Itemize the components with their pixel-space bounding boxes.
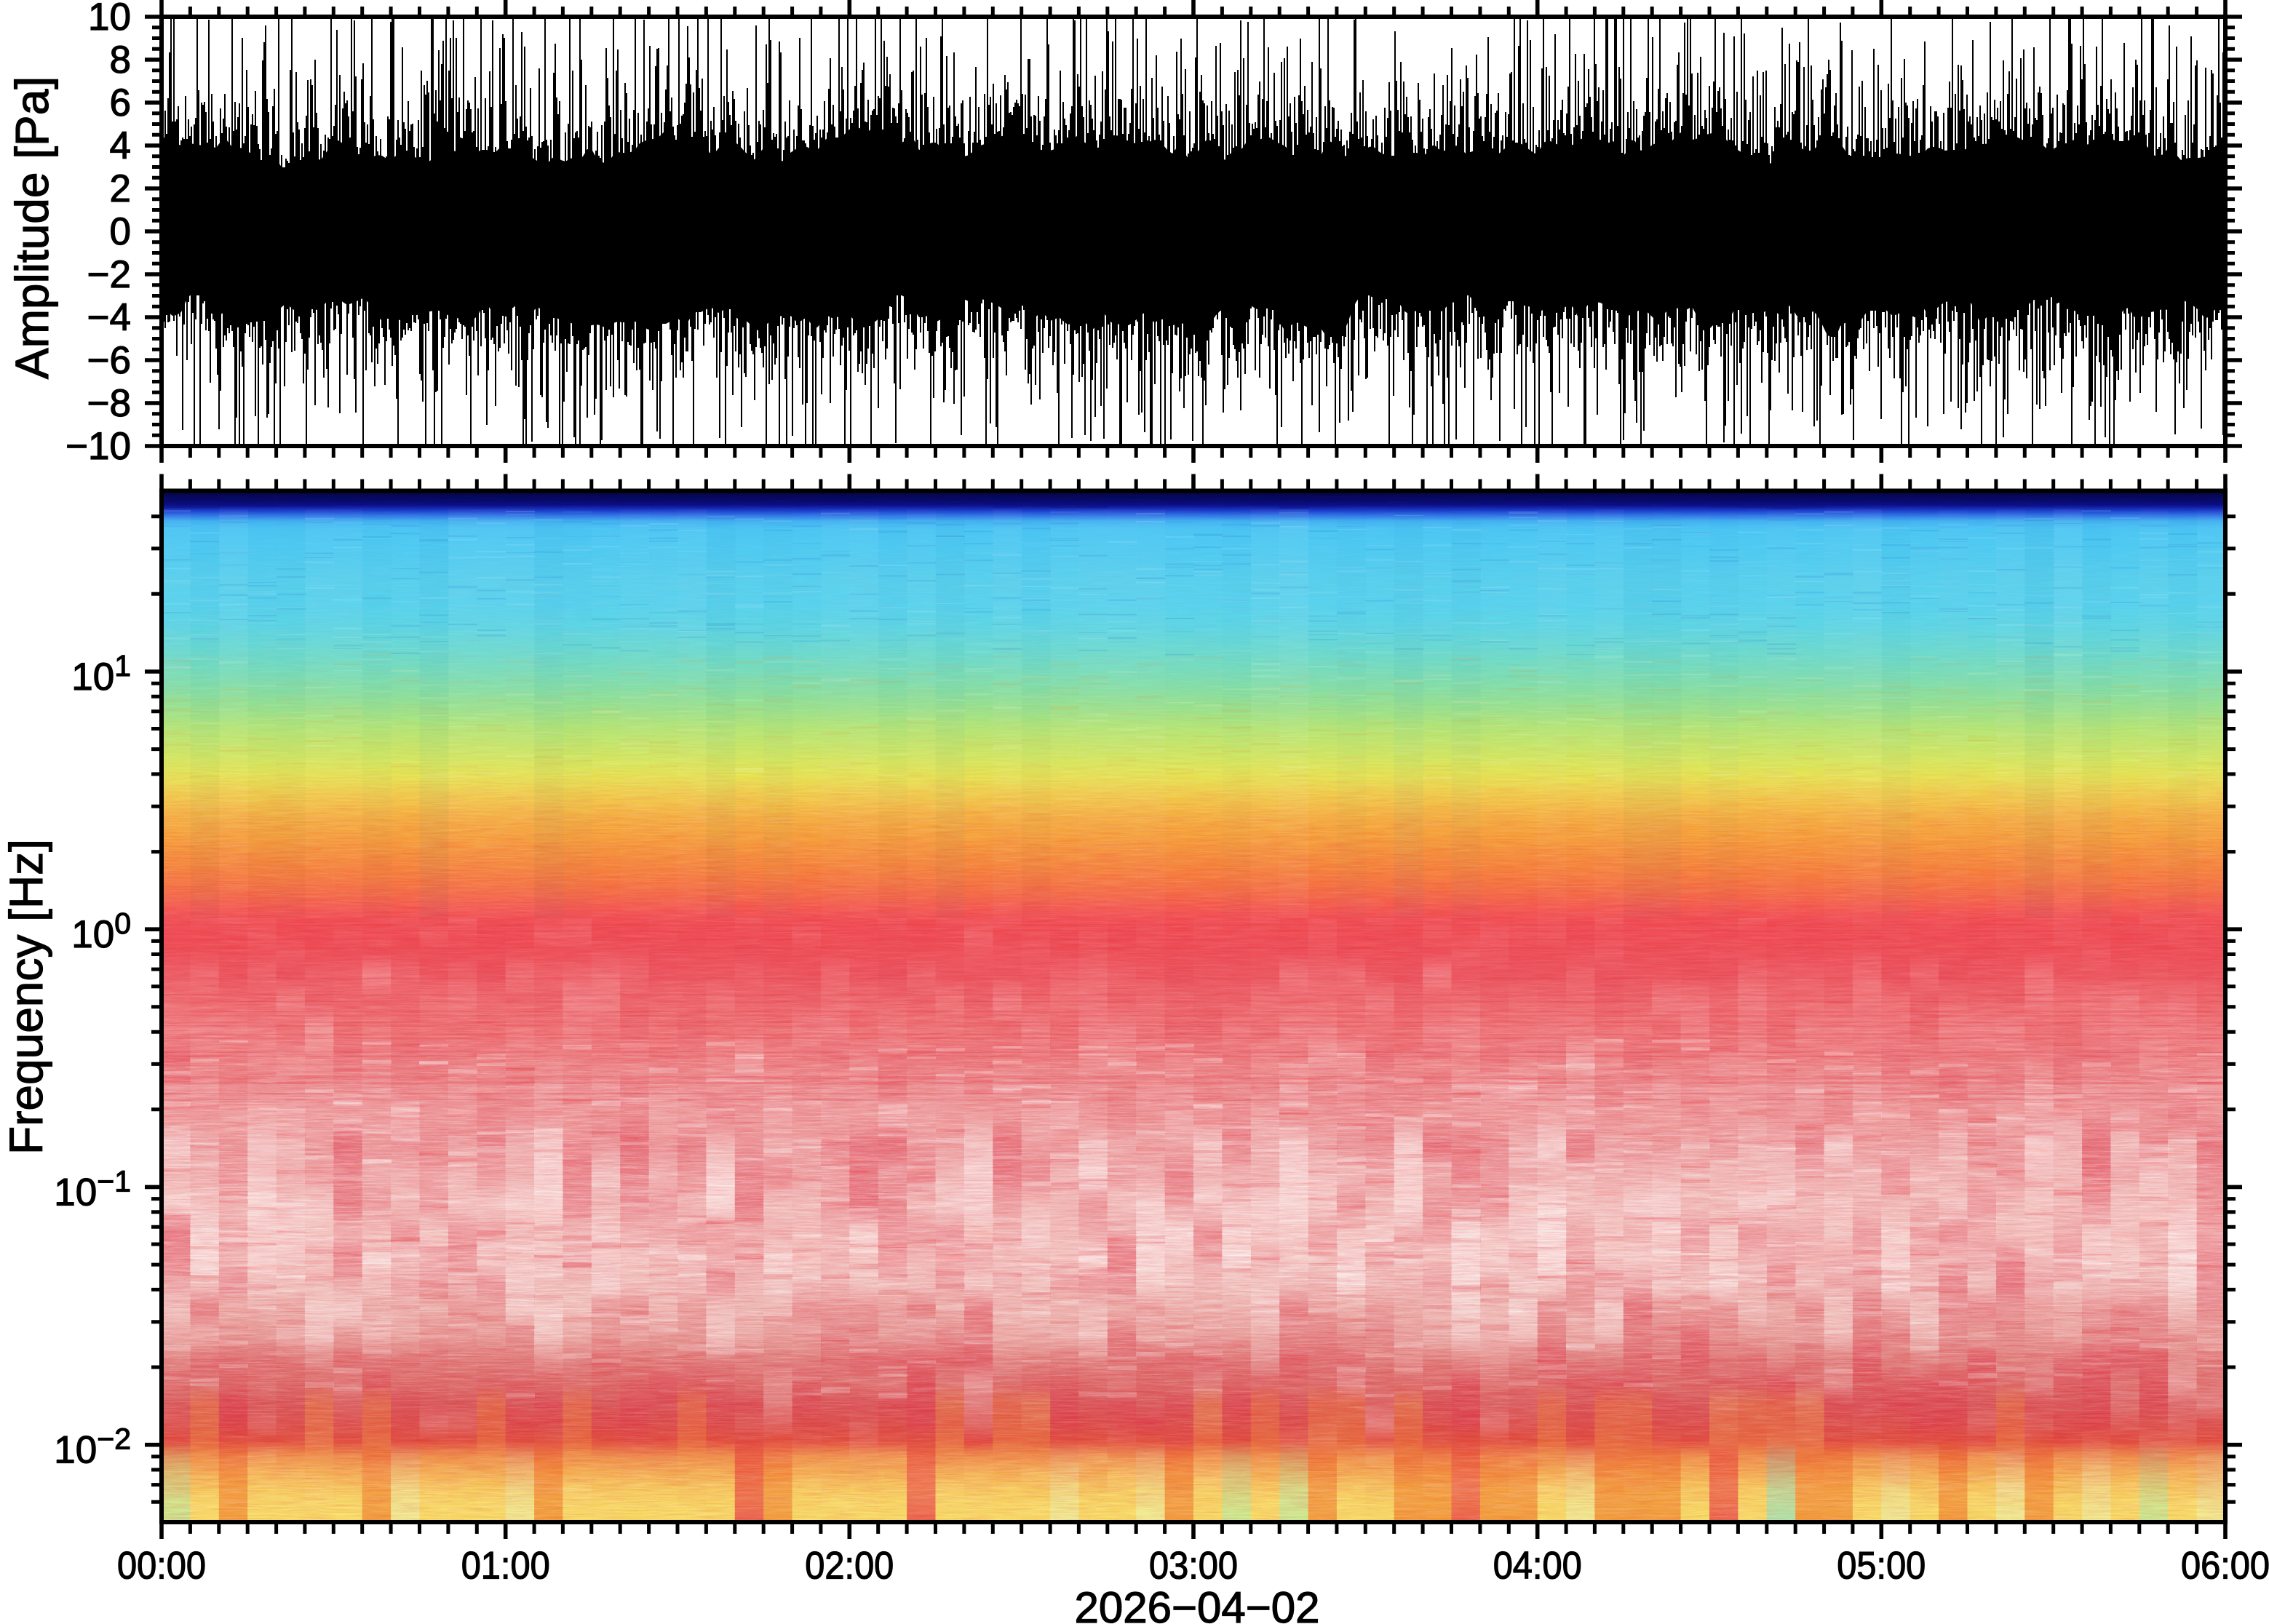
- svg-text:8: 8: [110, 39, 131, 81]
- svg-text:−4: −4: [87, 296, 131, 339]
- svg-text:01:00: 01:00: [461, 1545, 550, 1588]
- svg-text:Frequency [Hz]: Frequency [Hz]: [0, 839, 52, 1155]
- svg-text:04:00: 04:00: [1493, 1545, 1582, 1588]
- svg-text:−8: −8: [87, 382, 131, 425]
- svg-text:03:00: 03:00: [1149, 1545, 1238, 1588]
- svg-text:6: 6: [110, 81, 131, 124]
- svg-text:05:00: 05:00: [1837, 1545, 1926, 1588]
- svg-text:−2: −2: [87, 253, 131, 296]
- svg-text:Amplitude [Pa]: Amplitude [Pa]: [6, 76, 58, 379]
- svg-text:−6: −6: [87, 339, 131, 382]
- svg-text:06:00: 06:00: [2181, 1545, 2269, 1588]
- svg-text:00:00: 00:00: [117, 1545, 206, 1588]
- svg-text:2026−04−02: 2026−04−02: [1074, 1583, 1319, 1624]
- svg-text:−10: −10: [65, 425, 131, 468]
- svg-text:2: 2: [110, 167, 131, 210]
- svg-text:02:00: 02:00: [805, 1545, 894, 1588]
- svg-text:4: 4: [110, 124, 131, 167]
- svg-text:100: 100: [71, 907, 131, 956]
- svg-text:0: 0: [110, 210, 131, 253]
- svg-text:10: 10: [88, 0, 131, 39]
